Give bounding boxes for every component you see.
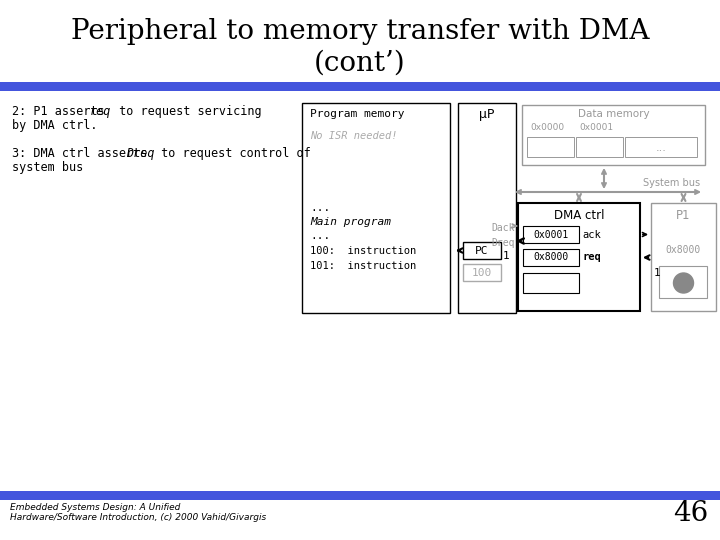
Text: by DMA ctrl.: by DMA ctrl.	[12, 119, 97, 132]
Bar	[463, 242, 501, 259]
Bar	[522, 105, 705, 165]
Text: 0x0000: 0x0000	[530, 123, 564, 132]
Text: Dreq: Dreq	[126, 147, 155, 160]
Text: Dack: Dack	[492, 223, 515, 233]
Text: Program memory: Program memory	[310, 109, 405, 119]
Text: 101:  instruction: 101: instruction	[310, 261, 416, 271]
Text: P1: P1	[676, 209, 690, 222]
Text: μP: μP	[480, 108, 495, 121]
Text: (cont’): (cont’)	[314, 50, 406, 77]
Bar	[527, 137, 574, 157]
Circle shape	[673, 273, 693, 293]
Text: No ISR needed!: No ISR needed!	[310, 131, 397, 141]
Text: ...: ...	[310, 203, 330, 213]
Text: 3: DMA ctrl asserts: 3: DMA ctrl asserts	[12, 147, 155, 160]
Text: DMA ctrl: DMA ctrl	[554, 209, 604, 222]
Bar	[523, 249, 579, 266]
Text: 0x8000: 0x8000	[666, 245, 701, 255]
Text: req: req	[582, 253, 600, 262]
Text: system bus: system bus	[12, 161, 84, 174]
Bar	[523, 273, 579, 293]
Text: to request servicing: to request servicing	[112, 105, 261, 118]
Bar	[625, 137, 697, 157]
Text: 0x8000: 0x8000	[534, 253, 569, 262]
Bar	[651, 203, 716, 311]
Text: 100:  instruction: 100: instruction	[310, 246, 416, 256]
Text: ack: ack	[582, 230, 600, 240]
Text: 46: 46	[672, 500, 708, 527]
Text: req: req	[90, 105, 112, 118]
Bar	[458, 103, 516, 313]
Bar	[463, 264, 501, 281]
Text: Main program: Main program	[310, 217, 391, 227]
Bar	[576, 137, 623, 157]
Text: 2: P1 asserts: 2: P1 asserts	[12, 105, 112, 118]
Text: 1: 1	[503, 251, 509, 261]
Bar	[302, 103, 450, 313]
Text: 1: 1	[654, 267, 661, 278]
Bar	[659, 266, 707, 298]
Bar	[0, 82, 720, 91]
Text: ...: ...	[310, 231, 330, 241]
Text: ...: ...	[656, 143, 667, 153]
Text: Data memory: Data memory	[577, 109, 649, 119]
Text: PC: PC	[475, 246, 489, 255]
Text: Dreq: Dreq	[492, 238, 515, 248]
Bar	[523, 226, 579, 243]
Text: 0x0001: 0x0001	[534, 230, 569, 240]
Text: to request control of: to request control of	[154, 147, 311, 160]
Text: 0x0001: 0x0001	[579, 123, 613, 132]
Text: 100: 100	[472, 267, 492, 278]
Text: System bus: System bus	[643, 178, 700, 188]
Text: Peripheral to memory transfer with DMA: Peripheral to memory transfer with DMA	[71, 18, 649, 45]
Bar	[0, 491, 720, 500]
Text: Embedded Systems Design: A Unified
Hardware/Software Introduction, (c) 2000 Vahi: Embedded Systems Design: A Unified Hardw…	[10, 503, 266, 522]
Bar	[518, 203, 640, 311]
